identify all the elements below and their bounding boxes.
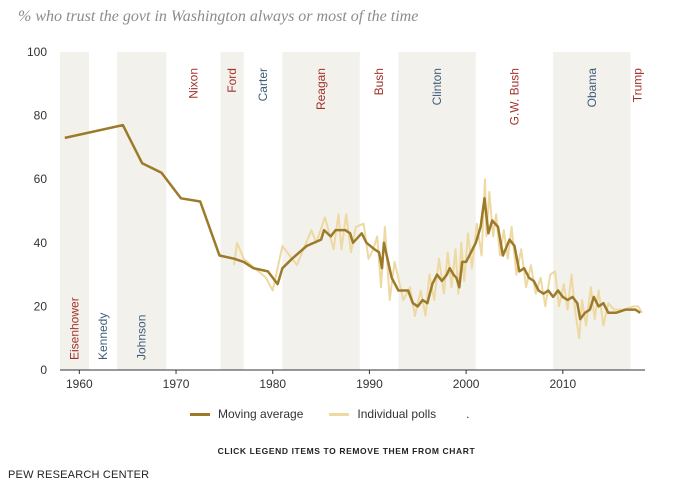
individual-polls-line [233,178,643,340]
moving-average-series [64,123,641,321]
president-label-eisenhower: Eisenhower [68,297,82,360]
president-label-obama: Obama [585,68,599,108]
president-label-g-w-bush: G.W. Bush [507,68,521,125]
president-label-reagan: Reagan [314,68,328,110]
band-obama [553,52,631,370]
legend-label-moving-average: Moving average [218,407,304,421]
president-label-bush: Bush [372,68,386,95]
band-ford [220,52,244,370]
moving-average-line [64,123,641,321]
individual-polls-swatch [329,412,350,416]
y-tick-label: 20 [34,299,48,313]
president-label-kennedy: Kennedy [96,313,110,360]
band-reagan [282,52,360,370]
chart-title: % who trust the govt in Washington alway… [18,8,419,25]
individual-polls-series [233,178,643,340]
x-tick-label: 1970 [163,377,190,391]
band-eisenhower [60,52,90,370]
legend-label-individual-polls: Individual polls [357,407,437,421]
x-tick-label: 1960 [66,377,93,391]
band-johnson [117,52,167,370]
president-label-carter: Carter [256,68,270,101]
source-credit: PEW RESEARCH CENTER [8,469,150,481]
x-tick-label: 1990 [356,377,383,391]
y-tick-label: 0 [40,363,47,377]
band-clinton [398,52,476,370]
president-label-clinton: Clinton [430,68,444,105]
y-tick-label: 40 [34,236,48,250]
chart-axes: 0 20 40 60 80 100 1960 1970 1980 1990 2000 2010 [27,45,645,391]
x-tick-label: 2000 [453,377,480,391]
trust-chart: Eisenhower Kennedy Johnson Nixon Ford Carter R… [27,45,645,391]
legend: Moving average Individual polls . [190,407,469,421]
legend-item-moving-average[interactable]: Moving average [190,407,303,421]
legend-item-individual-polls[interactable]: Individual polls [329,407,436,421]
legend-instruction: CLICK LEGEND ITEMS TO REMOVE THEM FROM C… [217,446,476,456]
president-bands [60,52,631,370]
president-label-nixon: Nixon [186,68,200,99]
legend-extra-mark: . [466,407,470,421]
y-tick-label: 60 [34,172,48,186]
moving-average-swatch [190,412,210,416]
president-label-johnson: Johnson [135,315,149,360]
x-tick-label: 2010 [549,377,576,391]
y-tick-label: 100 [27,45,47,59]
president-label-ford: Ford [225,68,239,93]
president-labels: Eisenhower Kennedy Johnson Nixon Ford Carter R… [68,68,645,360]
y-tick-label: 80 [34,109,48,123]
president-label-trump: Trump [631,68,645,103]
x-tick-label: 1980 [259,377,286,391]
